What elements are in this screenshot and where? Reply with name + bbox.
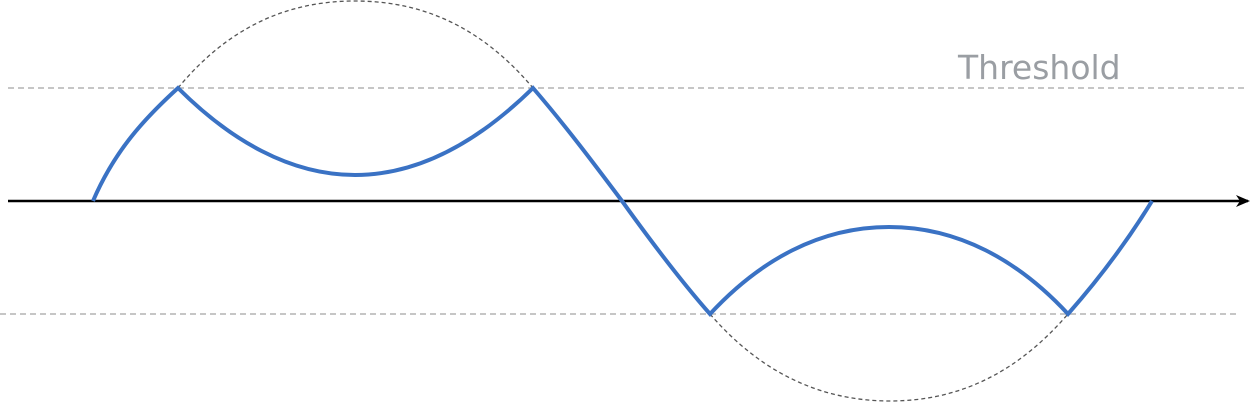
original-wave-lower-arc	[710, 314, 1068, 401]
original-wave-upper-arc	[178, 1, 533, 88]
threshold-label: Threshold	[957, 48, 1121, 87]
